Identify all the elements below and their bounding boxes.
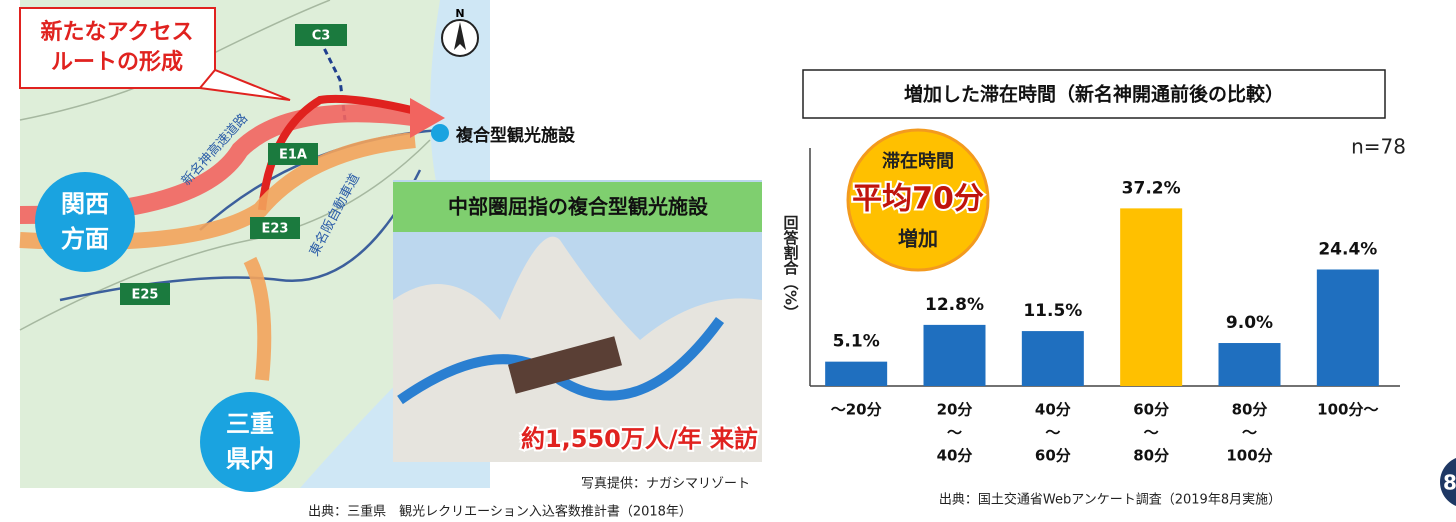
value-label: 5.1% xyxy=(833,332,880,352)
x-tick-label: 100分 xyxy=(1226,447,1272,465)
photo-visitors: 約1,550万人/年 来訪 xyxy=(521,425,758,453)
x-tick-label: 20分 xyxy=(937,401,973,419)
badge-text: 平均70分 xyxy=(852,182,984,217)
value-label: 9.0% xyxy=(1226,313,1273,333)
bar xyxy=(1022,331,1084,386)
x-tick-label: 60分 xyxy=(1035,447,1071,465)
x-tick-label: ～ xyxy=(1045,424,1060,442)
x-tick-label: 100分～ xyxy=(1317,401,1378,419)
value-label: 37.2% xyxy=(1122,178,1181,198)
slide: 新たなアクセス ルートの形成 N C3 E1A E23 E25 新名神高速道路 … xyxy=(0,0,1456,522)
north-label: N xyxy=(455,7,464,20)
road-label: E23 xyxy=(262,222,289,237)
callout-line: 新たなアクセス xyxy=(41,19,194,45)
road-label: C3 xyxy=(312,29,331,44)
road-label: E25 xyxy=(132,288,159,303)
bar xyxy=(1317,269,1379,386)
x-tick-label: ～ xyxy=(1144,424,1159,442)
value-label: 24.4% xyxy=(1318,239,1377,259)
photo xyxy=(393,180,762,462)
origin-label: 方面 xyxy=(61,225,109,253)
photo-title: 中部圏屈指の複合型観光施設 xyxy=(448,195,709,219)
x-tick-label: ～ xyxy=(1242,424,1257,442)
x-tick-label: 80分 xyxy=(1232,401,1268,419)
map-source: 出典：三重県 観光レクリエーション入込客数推計書（2018年） xyxy=(308,504,692,520)
badge-text: 増加 xyxy=(898,227,938,251)
value-label: 11.5% xyxy=(1023,301,1082,321)
bar xyxy=(1219,343,1281,386)
x-tick-label: ～ xyxy=(947,424,962,442)
x-tick-label: 40分 xyxy=(1035,401,1071,419)
page-number: 8 xyxy=(1443,471,1456,495)
x-tick-label: 40分 xyxy=(937,447,973,465)
sample-size: n=78 xyxy=(1351,135,1406,159)
road-label: E1A xyxy=(279,148,307,163)
photo-credit: 写真提供：ナガシマリゾート xyxy=(581,476,750,492)
x-tick-label: 60分 xyxy=(1133,401,1169,419)
callout-line: ルートの形成 xyxy=(51,50,183,75)
bar xyxy=(825,362,887,386)
x-tick-label: ～20分 xyxy=(831,401,882,419)
value-label: 12.8% xyxy=(925,295,984,315)
badge-text: 滞在時間 xyxy=(882,150,954,172)
x-tick-label: 80分 xyxy=(1133,447,1169,465)
chart-title: 増加した滞在時間（新名神開通前後の比較） xyxy=(904,83,1284,106)
y-axis-label: 回答割合（%） xyxy=(782,215,800,320)
origin-label: 県内 xyxy=(226,445,274,473)
origin-label: 関西 xyxy=(61,190,109,218)
bar xyxy=(924,325,986,386)
destination-label: 複合型観光施設 xyxy=(455,125,576,146)
bar xyxy=(1120,208,1182,386)
origin-label: 三重 xyxy=(226,410,274,438)
chart-source: 出典：国土交通省Webアンケート調査（2019年8月実施） xyxy=(939,492,1281,508)
